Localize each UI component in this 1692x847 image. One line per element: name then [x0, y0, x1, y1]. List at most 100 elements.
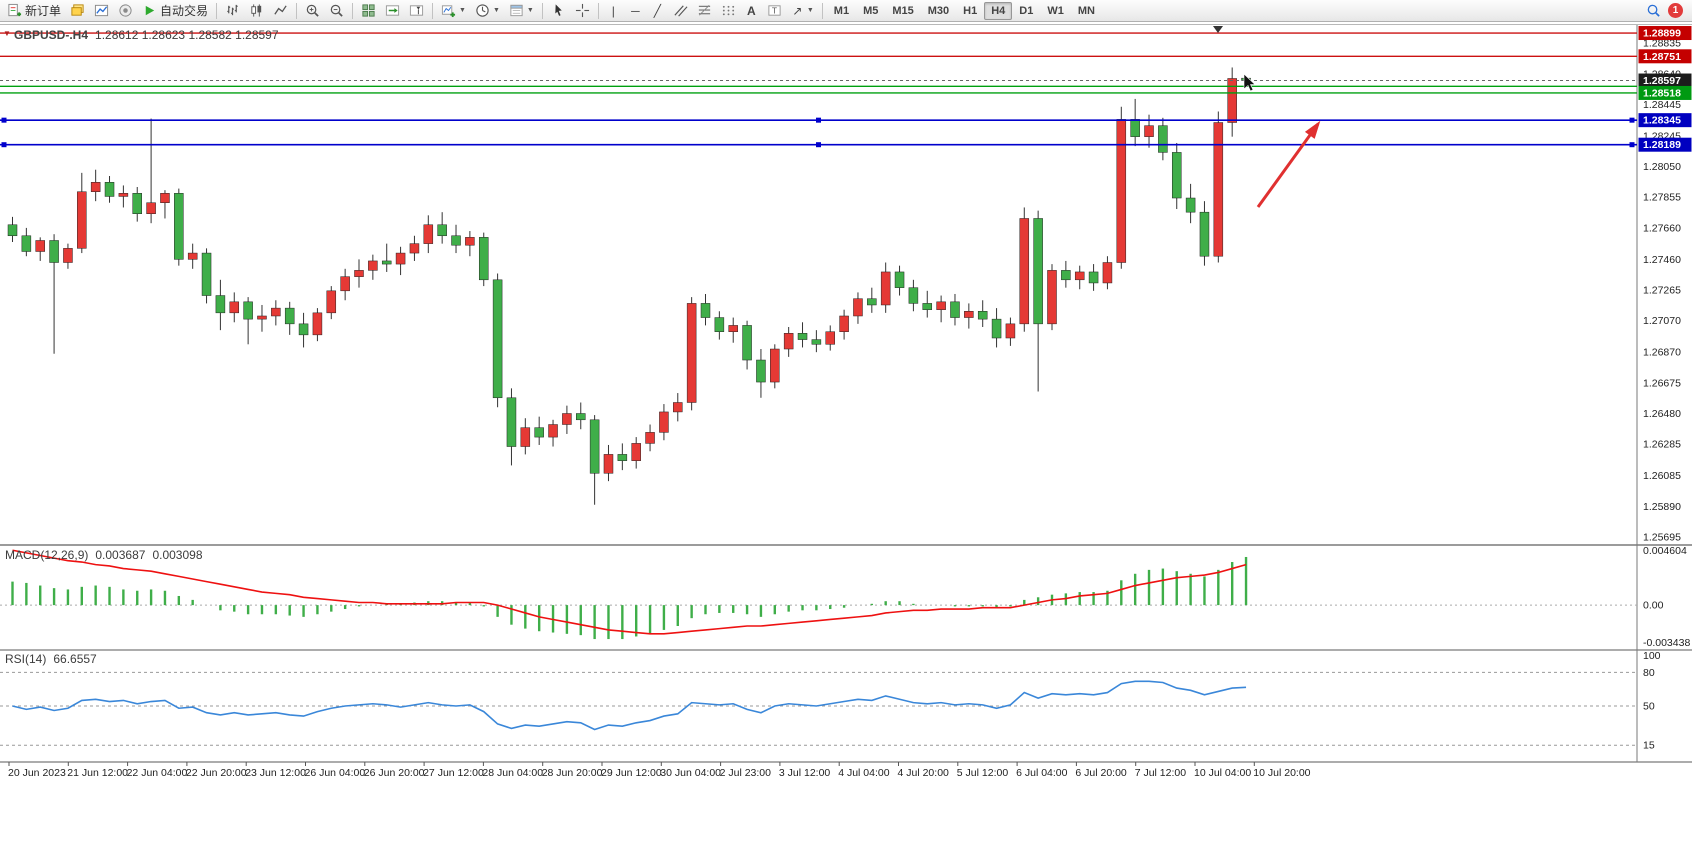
timeframe-M1-button[interactable]: M1	[833, 4, 850, 17]
timeframe-H4-button[interactable]: H4	[984, 1, 1013, 20]
arrows-tool-button[interactable]: ↗ ▼	[787, 0, 818, 21]
chart-shift-marker[interactable]	[1213, 26, 1223, 33]
market-watch-icon	[71, 4, 84, 16]
data-window-button[interactable]	[90, 0, 113, 21]
price-tick-label: 1.25695	[1643, 531, 1681, 543]
candlestick-chart-button[interactable]	[245, 0, 268, 21]
search-button[interactable]	[1642, 0, 1665, 21]
timeframe-M15-button[interactable]: M15	[892, 4, 914, 17]
toolbar-separator	[541, 2, 543, 19]
zoom-in-button[interactable]	[301, 0, 324, 21]
indicators-icon	[441, 5, 456, 18]
terminal-button[interactable]	[114, 0, 137, 21]
time-tick-label: 23 Jun 12:00	[245, 767, 306, 779]
macd-label: MACD(12,26,9) 0.003687 0.003098	[5, 548, 203, 562]
crosshair-tool-button[interactable]	[571, 0, 594, 21]
arrow-tool-icon: ↗	[792, 3, 803, 18]
zoom-out-button[interactable]	[325, 0, 348, 21]
rsi-title: RSI(14)	[5, 652, 47, 666]
rsi-tick-label: 15	[1643, 740, 1655, 752]
hline-handle[interactable]	[816, 142, 821, 148]
hline-handle[interactable]	[1, 142, 7, 148]
time-tick-label: 22 Jun 04:00	[127, 767, 188, 779]
symbol-period-label: GBPUSD-.H4	[14, 28, 89, 42]
price-badge-label: 1.28345	[1643, 115, 1681, 127]
text-tool-button[interactable]: A	[741, 0, 762, 21]
templates-button[interactable]: ▼	[505, 0, 538, 21]
macd-histogram	[11, 556, 1248, 640]
price-tick-label: 1.27460	[1643, 254, 1681, 266]
time-tick-label: 6 Jul 20:00	[1075, 767, 1127, 779]
market-watch-button[interactable]	[66, 0, 89, 21]
price-badge-label: 1.28518	[1643, 87, 1681, 99]
line-chart-button[interactable]	[269, 0, 292, 21]
auto-scroll-icon	[385, 5, 400, 16]
cursor-icon	[555, 4, 562, 16]
price-badge	[1638, 26, 1692, 41]
hline-handle[interactable]	[1629, 142, 1635, 148]
one-click-trading-toggle[interactable]: ▼	[3, 29, 11, 38]
chart-canvas[interactable]: 1.288351.286401.284451.282451.280501.278…	[0, 0, 1692, 825]
rsi-value: 66.6557	[53, 652, 97, 666]
timeframe-D1-button[interactable]: D1	[1019, 4, 1034, 17]
hline-handle[interactable]	[1629, 117, 1635, 123]
macd-signal-line	[12, 549, 1247, 635]
timeframe-M30-button[interactable]: M30	[927, 4, 950, 17]
timeframe-H1-button[interactable]: H1	[963, 4, 978, 17]
vertical-line-tool-button[interactable]: |	[603, 0, 624, 21]
chart-shift-button[interactable]	[405, 0, 428, 21]
candles-layer	[7, 67, 1251, 505]
price-tick-label: 1.27855	[1643, 192, 1681, 204]
toolbar-separator	[432, 2, 434, 19]
timeframe-W1-button[interactable]: W1	[1047, 4, 1064, 17]
toolbar: 新订单 自动交易	[0, 0, 1692, 22]
auto-scroll-button[interactable]	[381, 0, 404, 21]
time-tick-label: 6 Jul 04:00	[1016, 767, 1068, 779]
periods-caret-icon: ▼	[492, 7, 500, 14]
rsi-line	[12, 680, 1247, 731]
timeframe-MN-button[interactable]: MN	[1077, 4, 1095, 17]
macd-title: MACD(12,26,9)	[5, 548, 89, 562]
horizontal-line-objects[interactable]	[0, 32, 1637, 148]
macd-main-value: 0.003687	[95, 548, 146, 562]
trendline-tool-button[interactable]: ╱	[647, 0, 668, 21]
timeframe-group: M1 M5 M15 M30 H1 H4 D1 W1 MN	[827, 1, 1102, 20]
horizontal-line-tool-button[interactable]: ─	[625, 0, 646, 21]
time-tick-label: 29 Jun 12:00	[601, 767, 662, 779]
autotrading-button[interactable]: 自动交易	[138, 0, 212, 21]
text-label-tool-button[interactable]: T	[763, 0, 786, 21]
price-tick-label: 1.26285	[1643, 439, 1681, 451]
price-tick-label: 1.25890	[1643, 501, 1681, 513]
new-order-button[interactable]: 新订单	[3, 0, 65, 21]
search-icon	[1647, 4, 1660, 17]
price-tick-label: 1.27265	[1643, 285, 1681, 297]
time-tick-label: 22 Jun 20:00	[186, 767, 247, 779]
fibonacci-icon	[698, 5, 710, 16]
trend-arrow-object[interactable]	[1256, 120, 1321, 208]
indicators-button[interactable]: ▼	[437, 0, 470, 21]
cursor-tool-button[interactable]	[547, 0, 570, 21]
zoom-out-icon	[330, 4, 343, 17]
tile-windows-button[interactable]	[357, 0, 380, 21]
hline-handle[interactable]	[816, 117, 821, 123]
candlestick-chart-icon	[251, 4, 262, 17]
price-badge-label: 1.28899	[1643, 28, 1681, 40]
new-order-label: 新订单	[25, 4, 62, 18]
time-tick-label: 20 Jun 2023	[8, 767, 66, 779]
bar-chart-button[interactable]	[221, 0, 244, 21]
periods-button[interactable]: ▼	[471, 0, 504, 21]
timeframe-M5-button[interactable]: M5	[863, 4, 879, 17]
time-tick-label: 2 Jul 23:00	[720, 767, 772, 779]
notification-badge[interactable]: 1	[1668, 3, 1683, 18]
rsi-tick-label: 100	[1643, 650, 1661, 662]
shapes-tool-button[interactable]	[717, 0, 740, 21]
price-tick-label: 1.26675	[1643, 377, 1681, 389]
toolbar-separator	[821, 2, 823, 19]
indicators-caret-icon: ▼	[459, 7, 466, 14]
fibonacci-tool-button[interactable]	[693, 0, 716, 21]
channel-tool-button[interactable]	[669, 0, 692, 21]
hline-handle[interactable]	[1, 117, 7, 123]
price-tick-label: 1.28050	[1643, 161, 1681, 173]
